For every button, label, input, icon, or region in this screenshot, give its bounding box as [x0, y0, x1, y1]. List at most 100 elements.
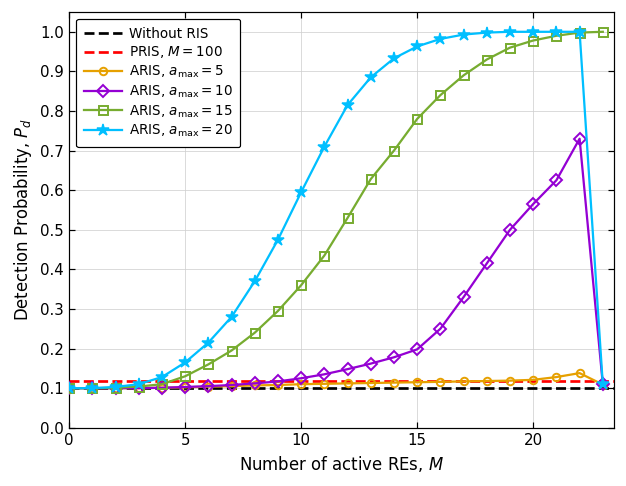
Without RIS	[65, 385, 73, 391]
ARIS, $a_{\mathrm{max}} = 15$	[65, 385, 73, 391]
ARIS, $a_{\mathrm{max}} = 15$	[390, 148, 398, 154]
ARIS, $a_{\mathrm{max}} = 15$	[552, 33, 560, 39]
ARIS, $a_{\mathrm{max}} = 10$	[135, 385, 142, 391]
ARIS, $a_{\mathrm{max}} = 10$	[598, 382, 606, 387]
ARIS, $a_{\mathrm{max}} = 5$	[413, 379, 421, 385]
ARIS, $a_{\mathrm{max}} = 5$	[598, 382, 606, 387]
ARIS, $a_{\mathrm{max}} = 15$	[575, 30, 583, 35]
ARIS, $a_{\mathrm{max}} = 20$	[321, 144, 328, 150]
ARIS, $a_{\mathrm{max}} = 15$	[483, 56, 490, 62]
ARIS, $a_{\mathrm{max}} = 15$	[459, 72, 467, 78]
Without RIS	[88, 385, 96, 391]
ARIS, $a_{\mathrm{max}} = 20$	[436, 36, 444, 42]
ARIS, $a_{\mathrm{max}} = 10$	[274, 379, 282, 384]
ARIS, $a_{\mathrm{max}} = 15$	[182, 373, 189, 379]
ARIS, $a_{\mathrm{max}} = 5$	[88, 385, 96, 391]
ARIS, $a_{\mathrm{max}} = 20$	[158, 374, 166, 380]
Line: ARIS, $a_{\mathrm{max}} = 15$: ARIS, $a_{\mathrm{max}} = 15$	[64, 27, 607, 393]
ARIS, $a_{\mathrm{max}} = 10$	[321, 371, 328, 377]
ARIS, $a_{\mathrm{max}} = 20$	[390, 55, 398, 61]
ARIS, $a_{\mathrm{max}} = 5$	[158, 385, 166, 391]
ARIS, $a_{\mathrm{max}} = 15$	[111, 385, 119, 391]
ARIS, $a_{\mathrm{max}} = 15$	[135, 383, 142, 389]
ARIS, $a_{\mathrm{max}} = 20$	[575, 29, 583, 35]
ARIS, $a_{\mathrm{max}} = 15$	[344, 215, 351, 221]
ARIS, $a_{\mathrm{max}} = 10$	[111, 385, 119, 391]
ARIS, $a_{\mathrm{max}} = 5$	[228, 383, 235, 389]
ARIS, $a_{\mathrm{max}} = 20$	[529, 29, 536, 35]
ARIS, $a_{\mathrm{max}} = 10$	[228, 382, 235, 388]
ARIS, $a_{\mathrm{max}} = 10$	[552, 177, 560, 183]
ARIS, $a_{\mathrm{max}} = 10$	[575, 136, 583, 141]
ARIS, $a_{\mathrm{max}} = 5$	[205, 383, 212, 389]
ARIS, $a_{\mathrm{max}} = 20$	[274, 237, 282, 243]
ARIS, $a_{\mathrm{max}} = 20$	[182, 360, 189, 365]
Line: ARIS, $a_{\mathrm{max}} = 20$: ARIS, $a_{\mathrm{max}} = 20$	[63, 26, 608, 394]
ARIS, $a_{\mathrm{max}} = 5$	[274, 382, 282, 388]
ARIS, $a_{\mathrm{max}} = 5$	[251, 382, 259, 388]
ARIS, $a_{\mathrm{max}} = 10$	[367, 361, 374, 366]
ARIS, $a_{\mathrm{max}} = 15$	[205, 362, 212, 367]
ARIS, $a_{\mathrm{max}} = 20$	[367, 74, 374, 80]
ARIS, $a_{\mathrm{max}} = 15$	[321, 253, 328, 259]
ARIS, $a_{\mathrm{max}} = 5$	[436, 379, 444, 385]
ARIS, $a_{\mathrm{max}} = 15$	[88, 385, 96, 391]
ARIS, $a_{\mathrm{max}} = 10$	[483, 260, 490, 266]
ARIS, $a_{\mathrm{max}} = 5$	[297, 382, 305, 387]
ARIS, $a_{\mathrm{max}} = 5$	[459, 379, 467, 384]
ARIS, $a_{\mathrm{max}} = 20$	[459, 32, 467, 37]
ARIS, $a_{\mathrm{max}} = 5$	[135, 385, 142, 391]
ARIS, $a_{\mathrm{max}} = 15$	[251, 330, 259, 336]
Legend: Without RIS, PRIS, $M = 100$, ARIS, $a_{\mathrm{max}} = 5$, ARIS, $a_{\mathrm{ma: Without RIS, PRIS, $M = 100$, ARIS, $a_{…	[76, 19, 240, 147]
ARIS, $a_{\mathrm{max}} = 10$	[436, 326, 444, 331]
ARIS, $a_{\mathrm{max}} = 10$	[205, 383, 212, 389]
ARIS, $a_{\mathrm{max}} = 10$	[506, 227, 513, 233]
ARIS, $a_{\mathrm{max}} = 5$	[390, 380, 398, 385]
ARIS, $a_{\mathrm{max}} = 20$	[88, 385, 96, 391]
ARIS, $a_{\mathrm{max}} = 10$	[390, 354, 398, 360]
ARIS, $a_{\mathrm{max}} = 10$	[344, 366, 351, 372]
ARIS, $a_{\mathrm{max}} = 20$	[552, 29, 560, 35]
Y-axis label: Detection Probability, $P_d$: Detection Probability, $P_d$	[12, 119, 34, 321]
ARIS, $a_{\mathrm{max}} = 20$	[483, 30, 490, 35]
ARIS, $a_{\mathrm{max}} = 10$	[65, 385, 73, 391]
ARIS, $a_{\mathrm{max}} = 5$	[111, 385, 119, 391]
ARIS, $a_{\mathrm{max}} = 15$	[506, 45, 513, 51]
ARIS, $a_{\mathrm{max}} = 15$	[297, 282, 305, 288]
ARIS, $a_{\mathrm{max}} = 20$	[344, 102, 351, 108]
ARIS, $a_{\mathrm{max}} = 15$	[436, 92, 444, 98]
ARIS, $a_{\mathrm{max}} = 5$	[321, 381, 328, 387]
ARIS, $a_{\mathrm{max}} = 10$	[88, 385, 96, 391]
ARIS, $a_{\mathrm{max}} = 20$	[111, 384, 119, 390]
ARIS, $a_{\mathrm{max}} = 15$	[367, 176, 374, 182]
ARIS, $a_{\mathrm{max}} = 20$	[228, 314, 235, 320]
ARIS, $a_{\mathrm{max}} = 20$	[135, 382, 142, 387]
X-axis label: Number of active REs, $M$: Number of active REs, $M$	[239, 454, 444, 474]
Line: ARIS, $a_{\mathrm{max}} = 5$: ARIS, $a_{\mathrm{max}} = 5$	[65, 369, 606, 392]
ARIS, $a_{\mathrm{max}} = 5$	[483, 378, 490, 384]
ARIS, $a_{\mathrm{max}} = 15$	[598, 29, 606, 35]
ARIS, $a_{\mathrm{max}} = 15$	[413, 116, 421, 122]
ARIS, $a_{\mathrm{max}} = 15$	[158, 382, 166, 387]
ARIS, $a_{\mathrm{max}} = 10$	[529, 201, 536, 207]
ARIS, $a_{\mathrm{max}} = 10$	[158, 385, 166, 391]
ARIS, $a_{\mathrm{max}} = 5$	[65, 385, 73, 391]
ARIS, $a_{\mathrm{max}} = 20$	[506, 29, 513, 35]
ARIS, $a_{\mathrm{max}} = 5$	[529, 377, 536, 383]
ARIS, $a_{\mathrm{max}} = 15$	[529, 37, 536, 43]
ARIS, $a_{\mathrm{max}} = 20$	[65, 385, 73, 391]
Line: ARIS, $a_{\mathrm{max}} = 10$: ARIS, $a_{\mathrm{max}} = 10$	[64, 134, 607, 393]
ARIS, $a_{\mathrm{max}} = 15$	[274, 308, 282, 314]
ARIS, $a_{\mathrm{max}} = 5$	[552, 374, 560, 380]
ARIS, $a_{\mathrm{max}} = 5$	[575, 370, 583, 376]
PRIS, $M = 100$	[65, 378, 73, 384]
ARIS, $a_{\mathrm{max}} = 5$	[506, 378, 513, 383]
ARIS, $a_{\mathrm{max}} = 20$	[413, 44, 421, 50]
ARIS, $a_{\mathrm{max}} = 20$	[297, 189, 305, 195]
ARIS, $a_{\mathrm{max}} = 5$	[182, 384, 189, 390]
ARIS, $a_{\mathrm{max}} = 10$	[182, 384, 189, 390]
ARIS, $a_{\mathrm{max}} = 20$	[205, 340, 212, 346]
ARIS, $a_{\mathrm{max}} = 10$	[251, 381, 259, 386]
ARIS, $a_{\mathrm{max}} = 20$	[598, 382, 606, 387]
ARIS, $a_{\mathrm{max}} = 15$	[228, 347, 235, 353]
